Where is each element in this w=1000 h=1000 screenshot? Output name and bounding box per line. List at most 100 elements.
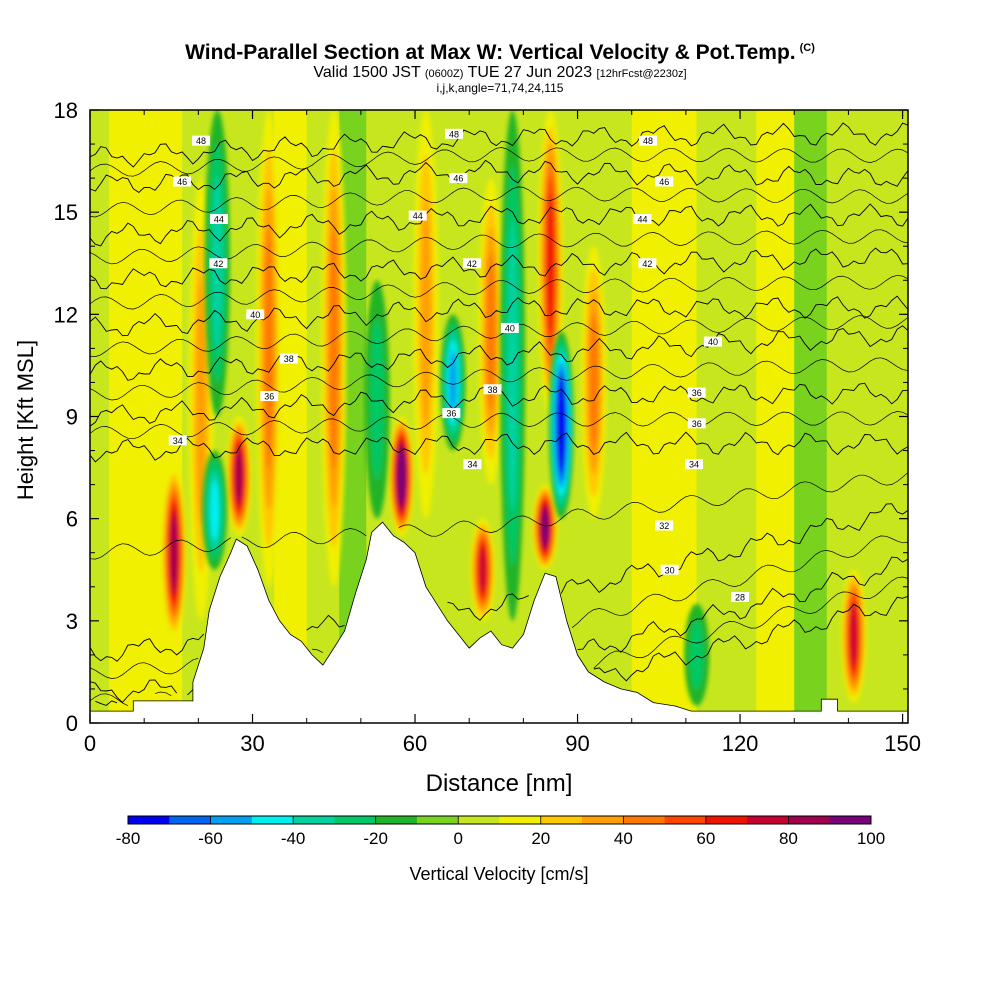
x-tick-label: 120: [722, 731, 759, 756]
theta-label: 46: [173, 176, 192, 187]
theta-label: 44: [209, 213, 228, 224]
y-tick-label: 12: [54, 302, 78, 327]
theta-label-bg: [687, 418, 706, 429]
colorbar-tick-label: -40: [281, 829, 306, 848]
theta-contour: [90, 203, 908, 247]
y-tick-label: 0: [66, 711, 78, 736]
theta-label-text: 48: [449, 129, 459, 139]
colorbar-swatch: [293, 816, 335, 824]
colorbar-tick-label: 80: [779, 829, 798, 848]
downdraft-plume-core: [689, 620, 704, 690]
updraft-plume: [388, 416, 414, 536]
colorbar-swatch: [128, 816, 170, 824]
theta-label: 36: [687, 387, 706, 398]
theta-contour: [90, 503, 908, 662]
colorbar-label: Vertical Velocity [cm/s]: [409, 864, 588, 884]
theta-label: 38: [279, 353, 298, 364]
field-band: [631, 110, 697, 723]
theta-contour: [90, 247, 908, 290]
x-tick-label: 150: [884, 731, 921, 756]
theta-label-text: 36: [692, 388, 702, 398]
updraft-plume: [470, 518, 496, 621]
theta-label-text: 34: [467, 460, 477, 470]
colorbar-swatch: [210, 816, 253, 824]
updraft-plume-core: [420, 198, 432, 431]
updraft-plume: [532, 484, 558, 570]
valid-time: Valid 1500 JST: [313, 64, 421, 81]
theta-contour: [90, 472, 908, 560]
theta-label-bg: [685, 459, 704, 470]
theta-label: 40: [246, 309, 265, 320]
y-tick-label: 15: [54, 200, 78, 225]
updraft-plume-core: [398, 451, 405, 501]
theta-contour: [90, 315, 908, 357]
theta-contour-labels: 48 46 44 42 40 38 36 34 48 46 44 42 40 38 36 34 48 46 44 42…: [168, 128, 750, 602]
field-band: [90, 110, 109, 723]
theta-label-bg: [500, 322, 519, 333]
x-tick-label: 60: [403, 731, 427, 756]
theta-label-bg: [445, 128, 464, 139]
colorbar-tick-label: 0: [453, 829, 462, 848]
field-band: [794, 110, 827, 723]
theta-label-text: 28: [735, 592, 745, 602]
theta-contour: [90, 411, 908, 440]
updraft-plume-core: [195, 274, 207, 525]
theta-label-text: 42: [213, 259, 223, 269]
theta-label: 44: [408, 210, 427, 221]
theta-contour: [90, 431, 908, 463]
downdraft-plume-core: [558, 384, 565, 466]
updraft-plume-core: [850, 606, 857, 666]
theta-label-bg: [638, 258, 657, 269]
x-axis-label: Distance [nm]: [426, 770, 573, 797]
theta-label-text: 44: [638, 214, 648, 224]
copyright-tag: (C): [799, 42, 815, 54]
theta-label-text: 36: [264, 392, 274, 402]
x-tick-label: 0: [84, 731, 96, 756]
updraft-plume-core: [547, 193, 554, 334]
updraft-plume-core: [486, 252, 496, 410]
chart-subtitle: Valid 1500 JST (0600Z) TUE 27 Jun 2023 […: [0, 65, 1000, 82]
theta-label-bg: [408, 210, 427, 221]
colorbar-tick-label: -80: [116, 829, 141, 848]
theta-label: 34: [463, 459, 482, 470]
updraft-plume-core: [542, 509, 548, 546]
chart-title-text: Wind-Parallel Section at Max W: Vertical…: [185, 41, 796, 64]
y-tick-label: 3: [66, 609, 78, 634]
theta-label-text: 42: [642, 259, 652, 269]
colorbar-swatch: [664, 816, 707, 824]
terrain-mask: [90, 521, 908, 723]
theta-label-text: 46: [177, 177, 187, 187]
utc-time: (0600Z): [424, 68, 464, 80]
updraft-plume: [226, 416, 252, 536]
theta-label-bg: [703, 336, 722, 347]
updraft-plume: [321, 110, 347, 587]
theta-label-bg: [462, 258, 481, 269]
chart-title: Wind-Parallel Section at Max W: Vertical…: [0, 36, 1000, 65]
updraft-plume-core: [171, 516, 177, 590]
theta-label-text: 40: [708, 337, 718, 347]
colorbar-swatch: [623, 816, 666, 824]
theta-contour: [90, 159, 908, 193]
downdraft-plume: [684, 603, 710, 706]
theta-contours: [90, 122, 908, 707]
theta-label-bg: [192, 135, 211, 146]
theta-label-bg: [449, 173, 468, 184]
theta-label-bg: [483, 384, 502, 395]
x-tick-label: 90: [565, 731, 589, 756]
theta-contour: [90, 535, 908, 679]
colorbar-swatch: [169, 816, 212, 824]
theta-label-text: 46: [453, 174, 463, 184]
downdraft-plume-core: [449, 349, 457, 416]
theta-label-bg: [168, 435, 187, 446]
theta-label-text: 32: [659, 521, 669, 531]
theta-contour: [90, 556, 908, 704]
colorbar-swatch: [582, 816, 624, 824]
theta-label: 42: [462, 258, 481, 269]
theta-contour: [95, 595, 908, 706]
theta-label-bg: [638, 135, 657, 146]
y-tick-label: 9: [66, 405, 78, 430]
updraft-plume: [841, 569, 867, 703]
theta-label: 42: [209, 258, 228, 269]
